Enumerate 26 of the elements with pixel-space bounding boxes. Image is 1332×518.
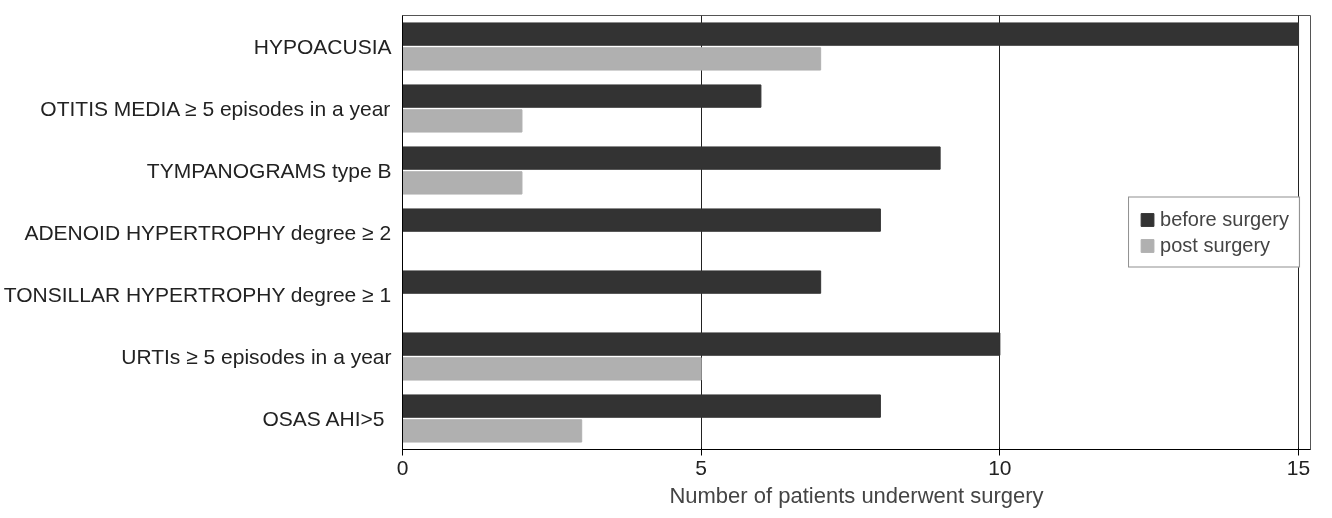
bar <box>402 394 881 418</box>
bar <box>402 332 1001 356</box>
y-tick-label: OSAS AHI>5 <box>262 407 385 430</box>
legend-label: post surgery <box>1160 233 1271 257</box>
bar <box>402 22 1300 46</box>
y-tick-label: URTIs ≥ 5 episodes in a year <box>121 345 392 368</box>
bar <box>402 146 941 170</box>
y-tick-label: HYPOACUSIA <box>253 35 392 58</box>
y-tick-label: TYMPANOGRAMS type B <box>146 159 392 182</box>
legend-label: before surgery <box>1160 207 1289 231</box>
bar <box>402 109 523 133</box>
y-tick-label: ADENOID HYPERTROPHY degree ≥ 2 <box>24 221 392 244</box>
bar <box>402 47 822 71</box>
bar <box>402 357 702 381</box>
x-tick-label: 0 <box>396 455 409 479</box>
x-tick-label: 15 <box>1286 455 1311 479</box>
x-tick-label: 10 <box>988 455 1012 479</box>
x-axis-title: Number of patients underwent surgery <box>669 482 1044 508</box>
bar <box>402 84 762 108</box>
y-tick-label: TONSILLAR HYPERTROPHY degree ≥ 1 <box>3 283 392 306</box>
bar <box>402 171 523 195</box>
x-tick-label: 5 <box>695 455 708 479</box>
y-tick-label: OTITIS MEDIA ≥ 5 episodes in a year <box>40 97 391 120</box>
bar <box>402 208 881 232</box>
bar <box>402 419 583 443</box>
bar <box>402 270 822 294</box>
